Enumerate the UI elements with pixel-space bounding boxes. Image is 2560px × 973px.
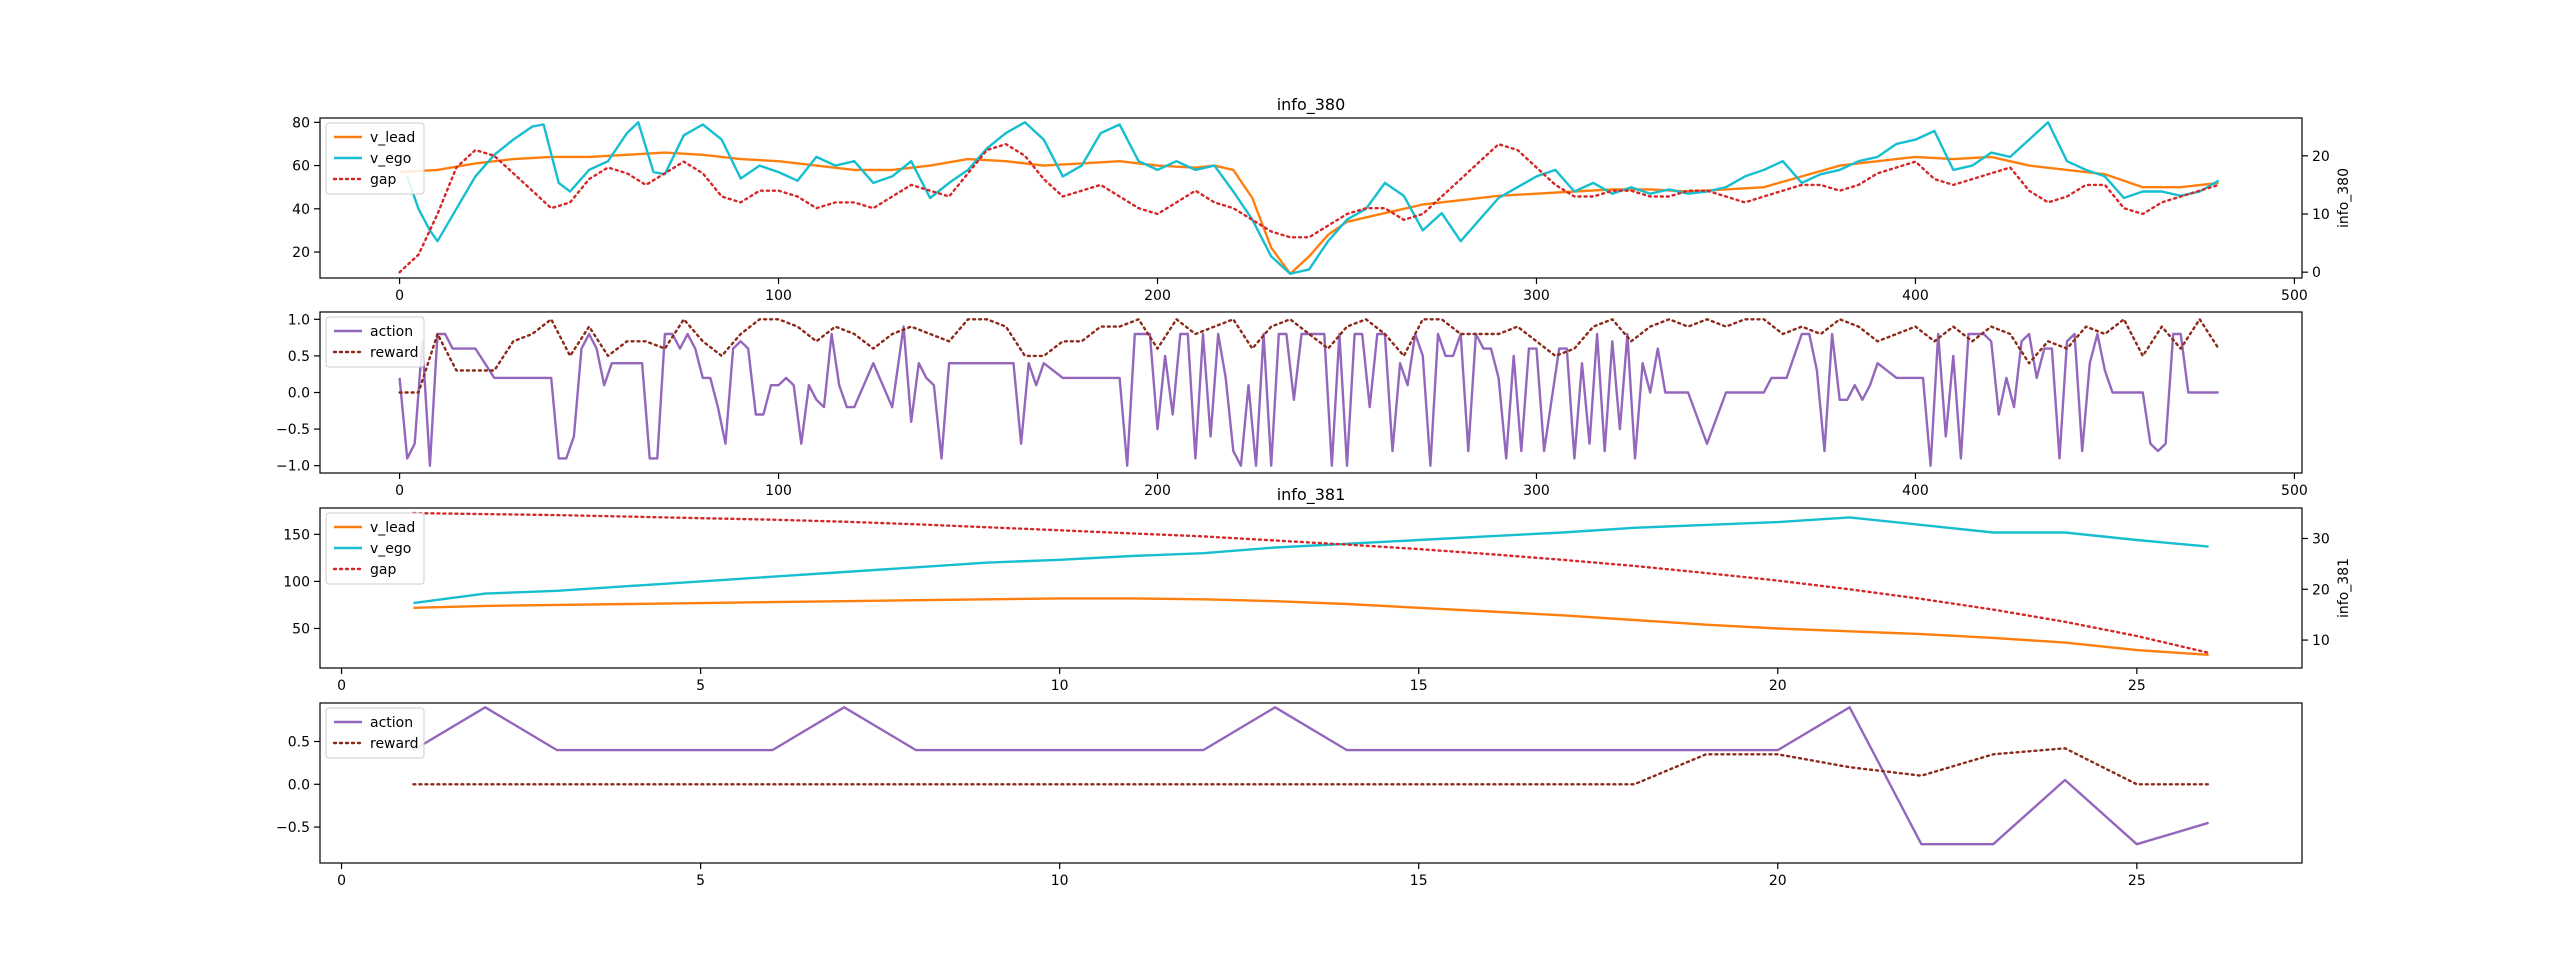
- y-tick-label: −1.0: [276, 459, 310, 475]
- legend-label-action: action: [370, 324, 413, 340]
- series-action-line: [412, 706, 2209, 846]
- y-tick-label: 40: [292, 202, 310, 218]
- panel-0: 0 100 200 300 400 5002040608001020info_380inf…: [292, 95, 2352, 304]
- series-v_ego-line: [406, 121, 2220, 275]
- x-tick-label: 5: [696, 678, 705, 694]
- series-reward-line: [398, 318, 2220, 394]
- x-tick-label: 200: [1144, 483, 1171, 499]
- x-tick-label: 20: [1769, 873, 1787, 889]
- legend-label-reward: reward: [370, 345, 419, 361]
- y-tick-label: 100: [283, 574, 310, 590]
- y-right-tick-label: 0: [2312, 265, 2321, 281]
- y-right-axis-label: info_381: [2336, 558, 2352, 618]
- chart-title: info_380: [1277, 95, 1346, 115]
- x-tick-label: 300: [1523, 483, 1550, 499]
- chart-title: info_381: [1277, 485, 1346, 505]
- plot-frame: [319, 117, 2303, 279]
- x-tick-label: 200: [1144, 288, 1171, 304]
- x-tick-label: 500: [2281, 288, 2308, 304]
- x-tick-label: 0: [395, 483, 404, 499]
- y-tick-label: −0.5: [276, 422, 310, 438]
- y-tick-label: 80: [292, 115, 310, 131]
- series-v_ego-line: [413, 516, 2209, 605]
- legend: action reward: [325, 316, 425, 368]
- x-tick-label: 400: [1902, 483, 1929, 499]
- legend-label-v_lead: v_lead: [370, 520, 415, 536]
- y-right-tick-label: 20: [2312, 582, 2330, 598]
- y-right-axis-label: info_380: [2336, 168, 2352, 228]
- y-tick-label: 60: [292, 159, 310, 175]
- x-tick-label: 10: [1051, 873, 1069, 889]
- panel-2: 0 5 10 15 20 25 50 100 150 10 20 30 info_381 info_381…: [283, 485, 2352, 694]
- y-tick-label: −0.5: [276, 820, 310, 836]
- y-tick-label: 0.5: [288, 735, 310, 751]
- y-tick-label: 20: [292, 245, 310, 261]
- x-tick-label: 500: [2281, 483, 2308, 499]
- y-tick-label: 50: [292, 621, 310, 637]
- x-tick-label: 15: [1410, 873, 1428, 889]
- legend-label-v_ego: v_ego: [370, 151, 411, 167]
- series-v_lead-line: [413, 597, 2209, 656]
- series-action-line: [398, 325, 2219, 467]
- x-tick-label: 100: [765, 483, 792, 499]
- legend-label-v_lead: v_lead: [370, 130, 415, 146]
- plot-frame: [319, 702, 2303, 864]
- x-tick-label: 10: [1051, 678, 1069, 694]
- x-tick-label: 25: [2128, 873, 2146, 889]
- x-tick-label: 0: [395, 288, 404, 304]
- x-tick-label: 5: [696, 873, 705, 889]
- legend: action reward: [325, 707, 425, 759]
- panel-3: 0 5 10 15 20 25 −0.5 0.0 0.5 action reward: [276, 702, 2303, 889]
- series-gap-line: [412, 511, 2210, 654]
- x-tick-label: 15: [1410, 678, 1428, 694]
- x-tick-label: 0: [337, 678, 346, 694]
- x-tick-label: 0: [337, 873, 346, 889]
- y-tick-label: 0.0: [288, 777, 310, 793]
- x-tick-label: 20: [1769, 678, 1787, 694]
- x-tick-label: 300: [1523, 288, 1550, 304]
- legend-label-gap: gap: [370, 172, 396, 188]
- legend-label-reward: reward: [370, 736, 419, 752]
- y-right-tick-label: 20: [2312, 149, 2330, 165]
- series-v_lead-line: [399, 151, 2219, 275]
- series-gap-line: [398, 142, 2220, 274]
- series-reward-line: [412, 747, 2210, 786]
- y-right-tick-label: 10: [2312, 633, 2330, 649]
- y-tick-label: 1.0: [288, 312, 310, 328]
- y-tick-label: 150: [283, 527, 310, 543]
- panel-1: 0 100 200 300 400 500 −1.0 −0.5 0.0 0.5 1.0 action r…: [276, 311, 2308, 499]
- legend-label-gap: gap: [370, 562, 396, 578]
- legend-label-v_ego: v_ego: [370, 541, 411, 557]
- x-tick-label: 400: [1902, 288, 1929, 304]
- y-right-tick-label: 30: [2312, 531, 2330, 547]
- x-tick-label: 25: [2128, 678, 2146, 694]
- y-tick-label: 0.5: [288, 349, 310, 365]
- x-tick-label: 100: [765, 288, 792, 304]
- legend-label-action: action: [370, 715, 413, 731]
- plot-frame: [319, 507, 2303, 669]
- y-right-tick-label: 10: [2312, 207, 2330, 223]
- y-tick-label: 0.0: [288, 386, 310, 402]
